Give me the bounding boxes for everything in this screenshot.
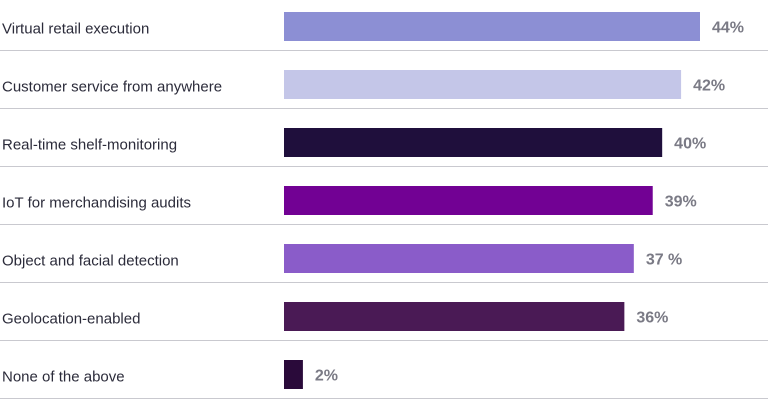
category-label: IoT for merchandising audits xyxy=(2,195,191,212)
value-label: 40% xyxy=(674,136,706,153)
category-label: Geolocation-enabled xyxy=(2,311,140,328)
bar xyxy=(284,360,303,389)
value-label: 39% xyxy=(665,194,697,211)
value-label: 37 % xyxy=(646,252,682,269)
value-label: 2% xyxy=(315,368,338,385)
value-label: 36% xyxy=(636,310,668,327)
bar xyxy=(284,302,625,331)
bar xyxy=(284,70,682,99)
category-label: Customer service from anywhere xyxy=(2,79,222,96)
value-label: 44% xyxy=(712,20,744,37)
bar xyxy=(284,186,653,215)
category-label: Object and facial detection xyxy=(2,253,179,270)
category-label: Real-time shelf-monitoring xyxy=(2,137,177,154)
category-label: Virtual retail execution xyxy=(2,21,149,38)
category-label: None of the above xyxy=(2,369,125,386)
bar xyxy=(284,12,700,41)
bar xyxy=(284,244,634,273)
value-label: 42% xyxy=(693,78,725,95)
bar xyxy=(284,128,663,157)
